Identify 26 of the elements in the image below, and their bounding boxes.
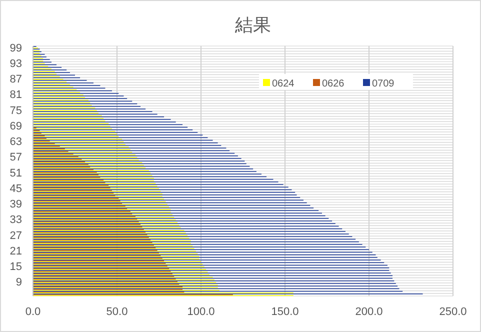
y-tick-label: 81 — [10, 89, 22, 102]
y-tick-label: 45 — [10, 182, 22, 195]
y-tick-label: 33 — [10, 214, 22, 226]
y-tick-label: 99 — [10, 42, 22, 54]
y-tick-label: 63 — [10, 136, 22, 148]
x-tick-label: 50.0 — [106, 306, 128, 318]
x-tick-label: 250.0 — [439, 306, 467, 318]
y-tick-label: 9 — [16, 276, 22, 289]
x-tick-label: 200.0 — [355, 306, 383, 318]
legend-label: 0709 — [372, 78, 395, 90]
x-tick-label: 0.0 — [25, 306, 41, 318]
chart-title: 結果 — [234, 15, 271, 35]
legend-label: 0626 — [322, 78, 345, 90]
y-tick-label: 27 — [10, 230, 22, 242]
y-tick-label: 51 — [10, 167, 22, 180]
y-tick-label: 57 — [10, 152, 22, 164]
y-tick-label: 93 — [10, 58, 22, 70]
y-tick-label: 39 — [10, 198, 22, 211]
x-tick-label: 150.0 — [271, 306, 299, 318]
y-tick-label: 87 — [10, 74, 22, 86]
y-tick-label: 75 — [10, 104, 22, 117]
y-tick-label: 15 — [10, 261, 22, 274]
x-tick-label: 100.0 — [187, 306, 215, 318]
y-tick-label: 21 — [10, 245, 22, 258]
legend-label: 0624 — [272, 78, 295, 90]
y-tick-label: 69 — [10, 120, 22, 132]
